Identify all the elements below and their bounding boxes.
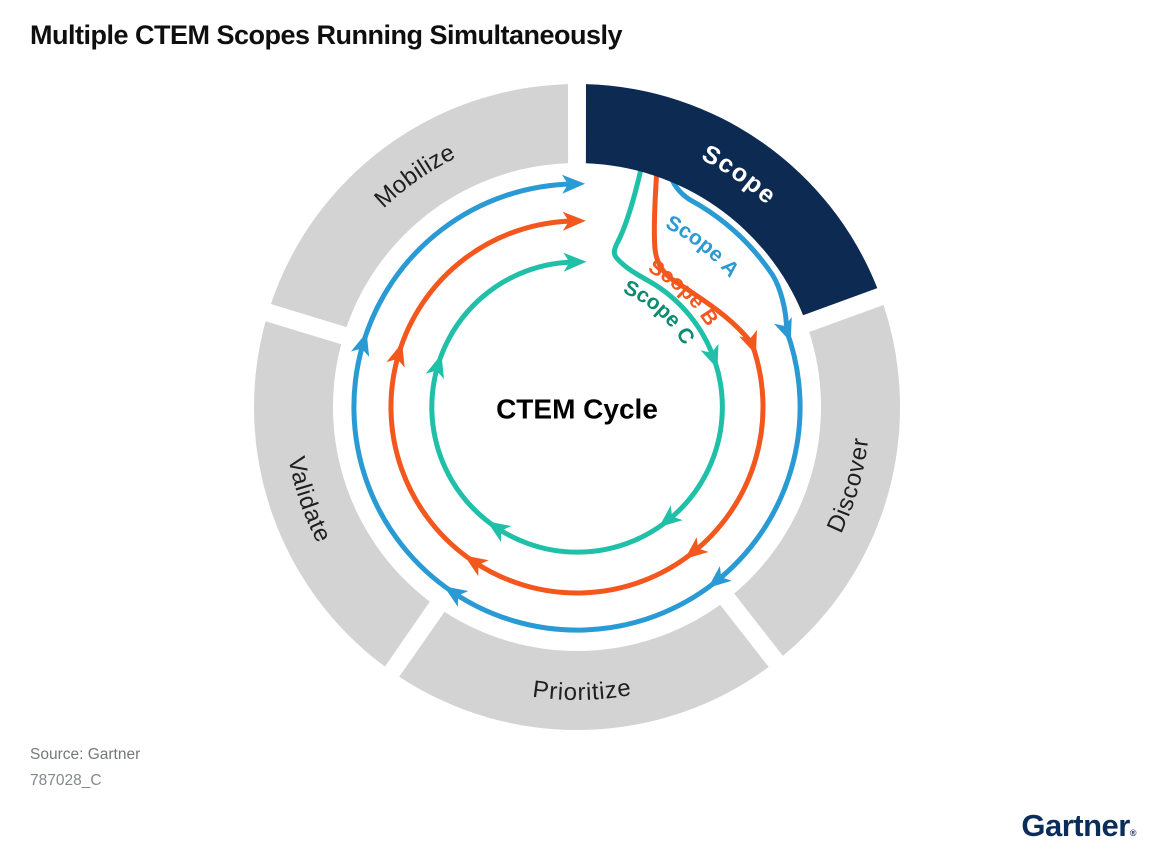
cycle-scope-b-arrow [386,339,412,368]
center-label: CTEM Cycle [496,394,658,425]
inner-cycles [350,161,803,633]
gartner-logo: Gartner® [1021,808,1136,844]
segment-scope [585,84,878,316]
cycle-scope-c-arrow [425,351,451,380]
cycle-scope-a-path [351,170,803,633]
cycle-scope-a-arrow [350,329,376,357]
segment-discover [734,305,901,656]
registered-mark: ® [1129,828,1137,838]
cycle-scope-b-path [388,165,766,596]
document-code: 787028_C [30,772,102,790]
ring-segments [254,84,901,731]
cycle-scope-c-arrow [700,343,727,372]
segment-validate [254,321,430,667]
source-text: Source: Gartner [30,746,141,763]
page-title: Multiple CTEM Scopes Running Simultaneou… [30,20,623,50]
segment-mobilize [270,84,569,328]
footer: Source: Gartner 787028_C [30,742,140,795]
gartner-logo-text: Gartner [1021,808,1130,843]
segment-prioritize [399,604,769,731]
